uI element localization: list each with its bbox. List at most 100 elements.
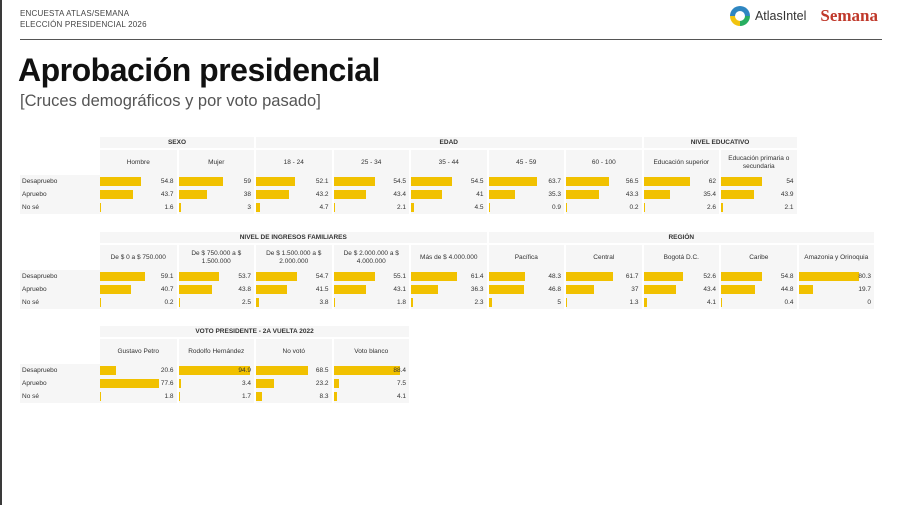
data-cell: 68.5 — [255, 364, 334, 377]
table-row: Apruebo 40.7 43.8 41.5 43.1 36.3 46.8 37 43.4 44.… — [20, 283, 877, 296]
data-cell: 1.8 — [332, 296, 411, 309]
row-label: Desapruebo — [20, 175, 100, 188]
data-cell: 3 — [177, 201, 256, 214]
value-bar — [256, 392, 263, 401]
value-bar — [721, 177, 762, 186]
value-bar — [100, 203, 102, 212]
data-cell: 62 — [642, 175, 722, 188]
value-label: 4.5 — [474, 204, 484, 211]
value-label: 0.2 — [164, 299, 174, 306]
value-label: 1.8 — [396, 299, 406, 306]
value-label: 53.7 — [238, 273, 251, 280]
page-subtitle: [Cruces demográficos y por voto pasado] — [20, 92, 321, 110]
data-cell: 48.3 — [487, 270, 567, 283]
table-row: No sé 1.6 3 4.7 2.1 4.5 0.9 0.2 2.6 2.1 — [20, 201, 799, 214]
value-bar — [333, 285, 367, 294]
header-divider — [20, 39, 882, 40]
value-label: 80.3 — [858, 273, 872, 280]
value-label: 1.8 — [164, 393, 174, 400]
data-cell: 35.4 — [642, 188, 722, 201]
value-bar — [100, 379, 159, 388]
table-row: Apruebo 77.6 3.4 23.2 7.5 — [20, 377, 412, 390]
value-label: 3.4 — [241, 380, 251, 387]
table-row: Desapruebo 54.8 59 52.1 54.5 54.5 63.7 56.5 62 54 — [20, 175, 799, 188]
value-bar — [100, 285, 131, 294]
value-label: 43.4 — [703, 286, 717, 293]
data-cell: 54.5 — [410, 175, 489, 188]
value-label: 68.5 — [315, 367, 329, 374]
group-header: EDAD — [255, 137, 644, 149]
data-cell: 38 — [177, 188, 256, 201]
data-cell: 41.5 — [255, 283, 334, 296]
group-header: NIVEL DE INGRESOS FAMILIARES — [100, 232, 489, 244]
value-bar — [178, 366, 251, 375]
column-header: 45 - 59 — [487, 148, 566, 175]
value-bar — [566, 190, 599, 199]
value-bar — [256, 366, 308, 375]
atlasintel-logo: AtlasIntel — [729, 6, 806, 26]
data-cell: 0.9 — [487, 201, 566, 214]
data-cell: 23.2 — [255, 377, 334, 390]
value-label: 2.1 — [396, 204, 406, 211]
logos: AtlasIntel Semana — [729, 6, 878, 26]
data-cell: 4.1 — [332, 390, 412, 403]
data-cell: 80.3 — [797, 270, 877, 283]
value-label: 7.5 — [397, 380, 407, 387]
value-bar — [566, 272, 613, 281]
value-bar — [178, 272, 220, 281]
value-bar — [798, 285, 814, 294]
value-label: 8.3 — [319, 393, 329, 400]
data-cell: 53.7 — [177, 270, 256, 283]
column-header: Amazonia y Orinoquia — [797, 243, 877, 270]
value-label: 43.8 — [238, 286, 251, 293]
column-header: Educación superior — [642, 148, 722, 175]
data-cell: 43.4 — [332, 188, 411, 201]
data-cell: 94.9 — [177, 364, 256, 377]
value-label: 0.4 — [784, 299, 794, 306]
table-row: Desapruebo 20.6 94.9 68.5 88.4 — [20, 364, 412, 377]
value-label: 54.5 — [470, 178, 484, 185]
value-bar — [566, 285, 594, 294]
value-label: 20.6 — [160, 367, 174, 374]
value-label: 2.1 — [784, 204, 794, 211]
value-bar — [333, 379, 340, 388]
data-cell: 2.5 — [177, 296, 256, 309]
value-bar — [643, 190, 671, 199]
value-bar — [798, 272, 860, 281]
value-label: 3 — [247, 204, 251, 211]
data-cell: 2.3 — [410, 296, 489, 309]
value-bar — [721, 285, 755, 294]
data-cell: 88.4 — [332, 364, 412, 377]
value-label: 1.6 — [164, 204, 174, 211]
table-row: No sé 0.2 2.5 3.8 1.8 2.3 5 1.3 4.1 0.4 0 — [20, 296, 877, 309]
column-header: Más de $ 4.000.000 — [410, 243, 489, 270]
survey-name: ENCUESTA ATLAS/SEMANA — [20, 9, 130, 18]
value-label: 77.6 — [160, 380, 174, 387]
value-bar — [256, 379, 274, 388]
value-bar — [411, 285, 439, 294]
value-bar — [488, 190, 516, 199]
value-label: 52.1 — [315, 178, 329, 185]
data-cell: 43.8 — [177, 283, 256, 296]
crosstab-table: VOTO PRESIDENTE - 2A VUELTA 2022 Gustavo … — [20, 326, 412, 403]
value-label: 46.8 — [548, 286, 562, 293]
column-header: Central — [565, 243, 644, 270]
value-label: 63.7 — [548, 178, 561, 185]
value-label: 23.2 — [315, 380, 329, 387]
value-label: 94.9 — [238, 367, 251, 374]
value-label: 4.1 — [706, 299, 717, 306]
table-row: Desapruebo 59.1 53.7 54.7 55.1 61.4 48.3 61.7 52… — [20, 270, 877, 283]
value-bar — [100, 366, 116, 375]
crosstab-table: SEXO EDAD NIVEL EDUCATIVO Hombre Mujer 18 - 2… — [20, 137, 799, 214]
value-label: 62 — [708, 178, 717, 185]
election-name: ELECCIÓN PRESIDENCIAL 2026 — [20, 20, 147, 29]
value-bar — [178, 203, 181, 212]
value-bar — [721, 190, 755, 199]
data-cell: 2.1 — [720, 201, 799, 214]
value-bar — [411, 272, 458, 281]
value-bar — [411, 298, 413, 307]
data-cell: 77.6 — [100, 377, 179, 390]
value-bar — [178, 392, 180, 401]
data-cell: 54 — [720, 175, 799, 188]
value-label: 35.4 — [703, 191, 717, 198]
